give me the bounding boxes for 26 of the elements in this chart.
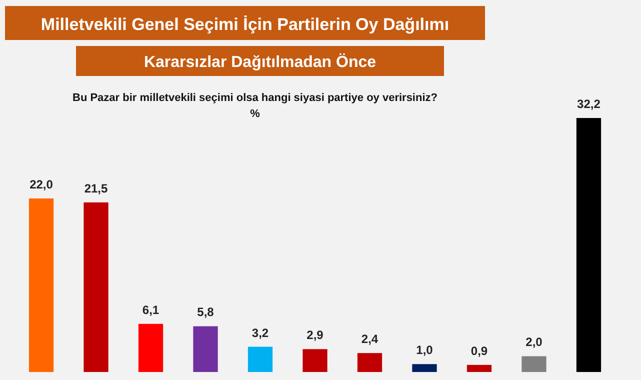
bar — [302, 349, 328, 372]
text: Bu Pazar bir milletvekili seçimi olsa hangi siyasi partiye oy verirsiniz? — [72, 92, 438, 104]
data-label: 3,2 — [252, 326, 269, 340]
data-label: 22,0 — [30, 177, 54, 192]
data-label: 2,0 — [526, 335, 543, 350]
bar — [576, 118, 602, 372]
bar — [412, 364, 437, 372]
chart-subtitle: Kararsızlar Dağıtılmadan Önce — [144, 53, 376, 71]
bar — [466, 364, 492, 372]
data-label: 1,0 — [416, 343, 434, 358]
data-label: 0,9 — [470, 344, 488, 358]
bar — [138, 324, 164, 372]
bar — [84, 202, 108, 372]
data-label: 21,5 — [84, 181, 108, 196]
data-label: 2,4 — [361, 332, 378, 346]
annotation: % — [250, 108, 260, 120]
data-label: 2,9 — [306, 328, 324, 342]
bar — [193, 326, 218, 372]
chart-title: Milletvekili Genel Seçimi İçin Partilerin Oy Dağılımı — [40, 15, 450, 34]
bar — [522, 356, 546, 372]
data-label: 32,2 — [577, 97, 601, 111]
bar — [357, 353, 382, 372]
data-label: 6,1 — [142, 302, 160, 317]
data-label: 5,8 — [197, 305, 214, 320]
bar — [28, 198, 54, 372]
bar — [248, 346, 273, 372]
